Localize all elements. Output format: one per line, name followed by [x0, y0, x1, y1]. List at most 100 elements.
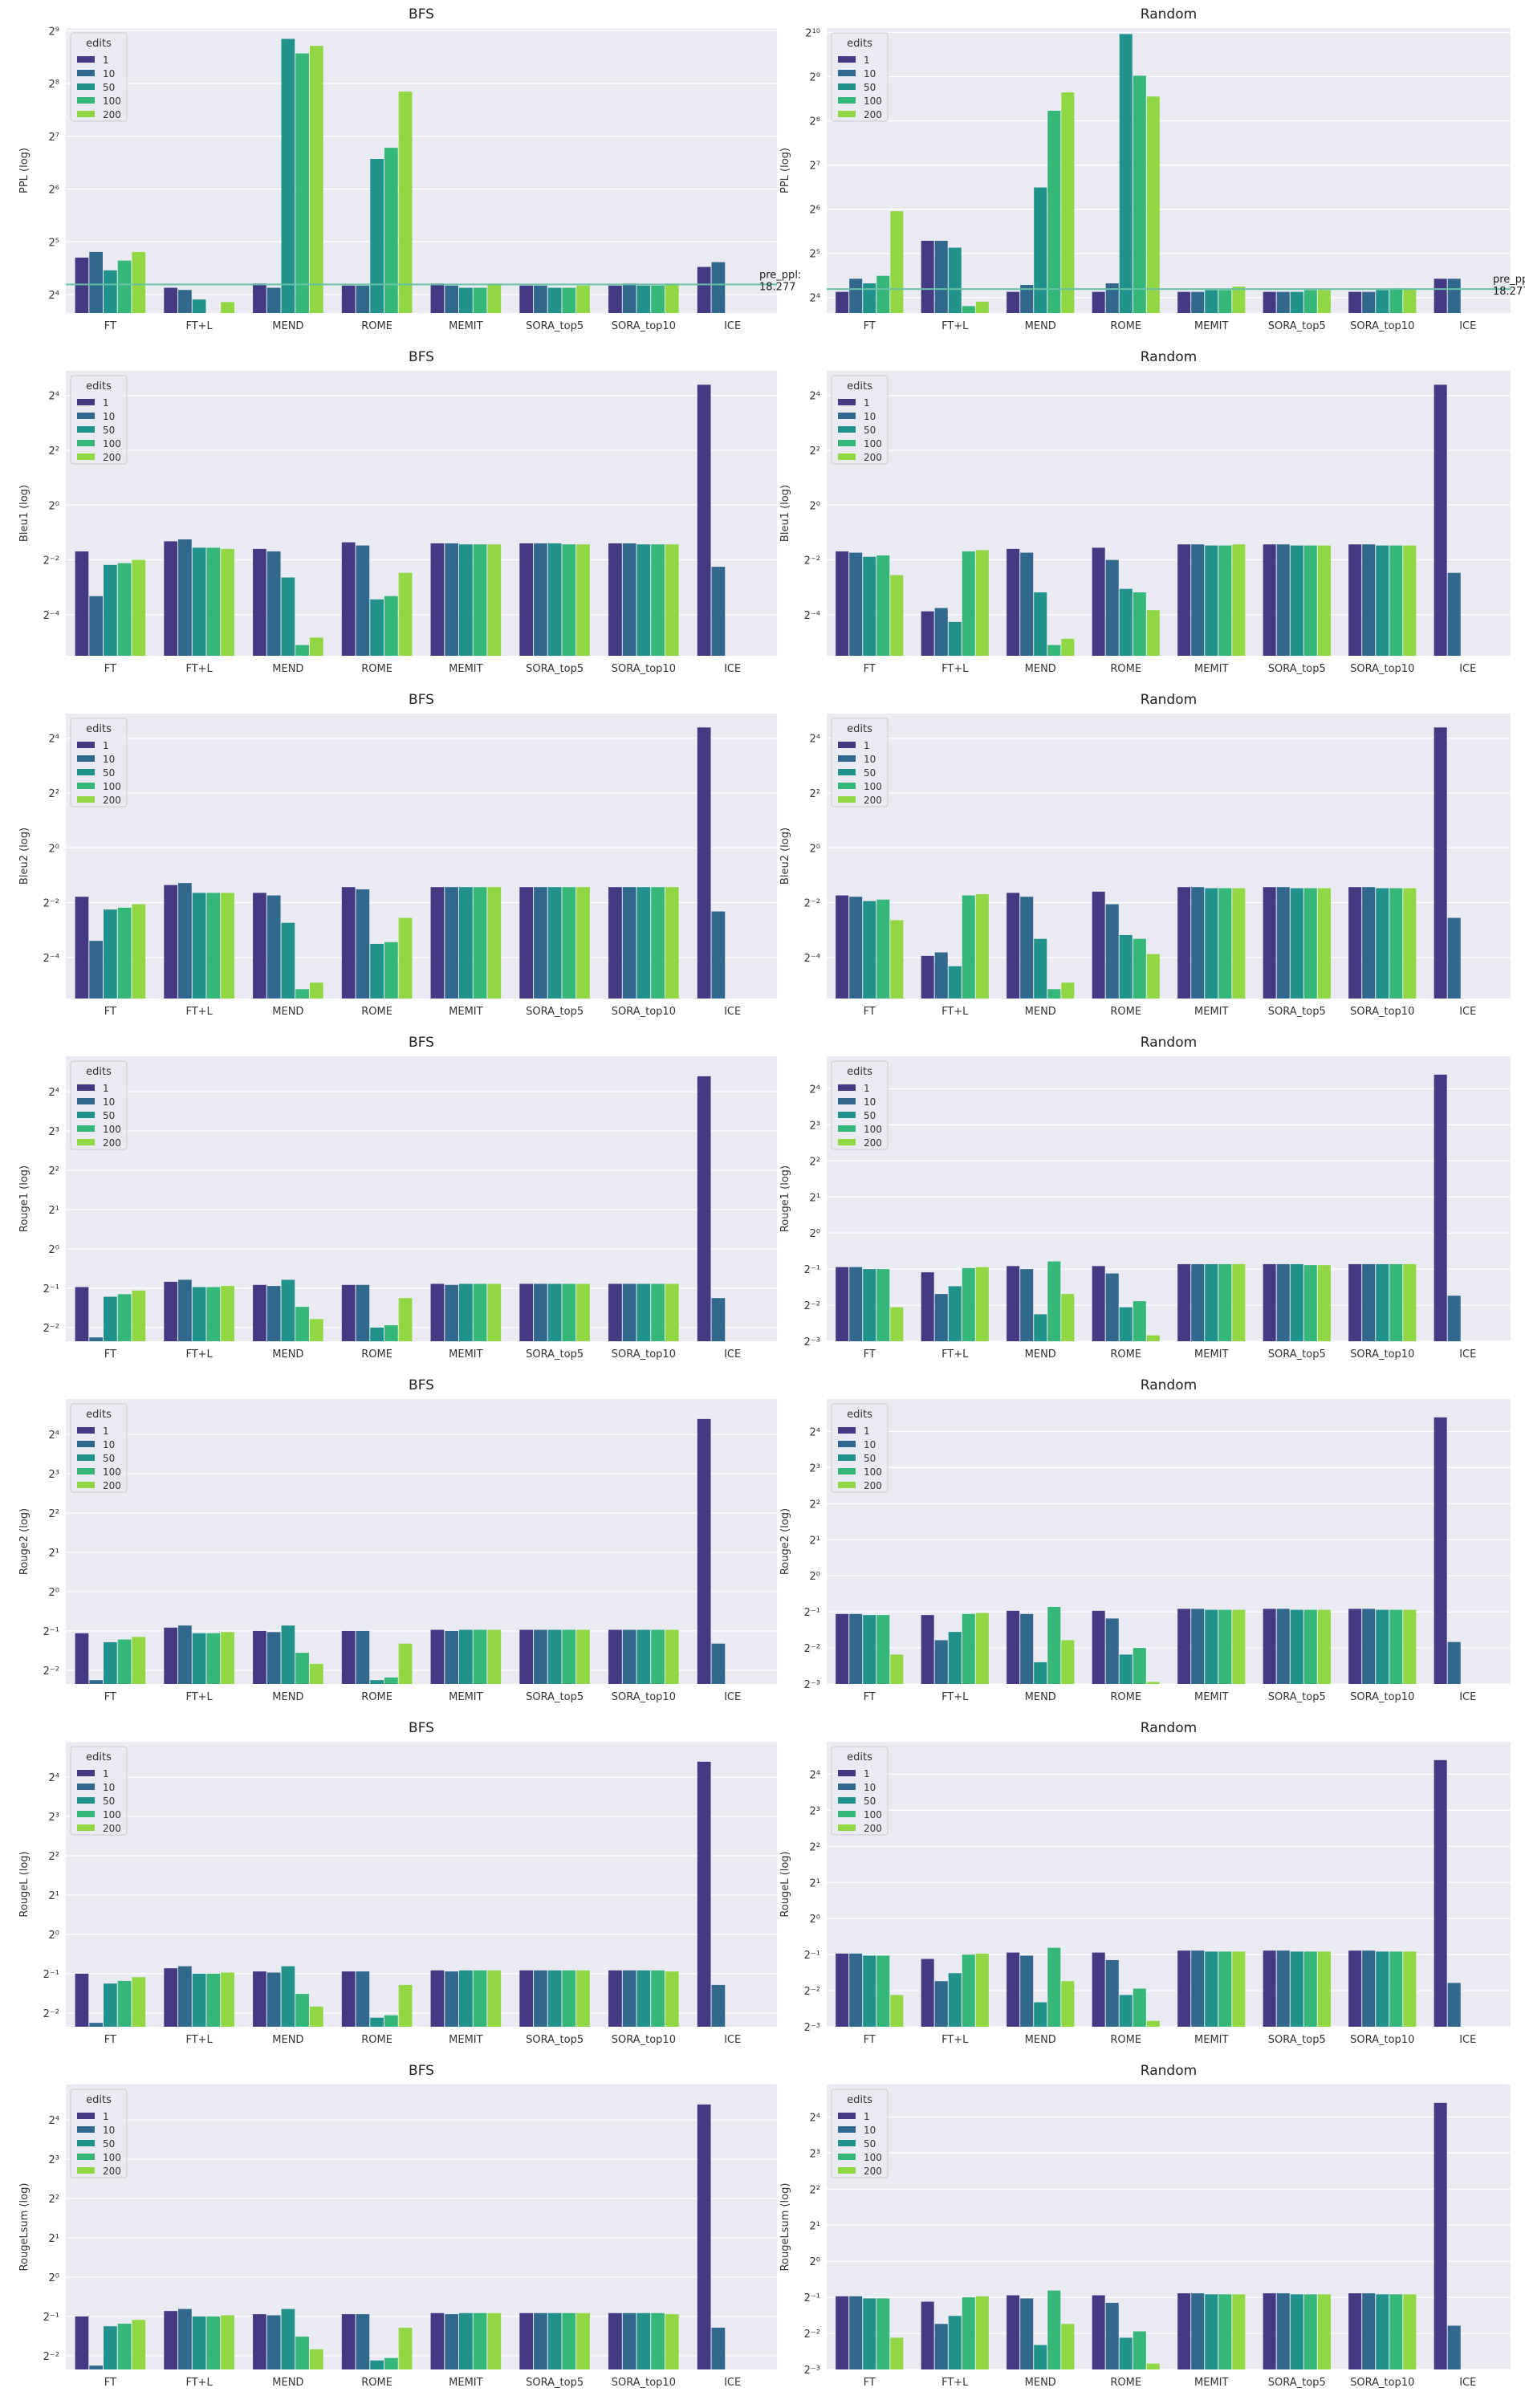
bar-MEND-100: [295, 989, 309, 999]
bar-ROME-10: [1105, 1618, 1119, 1684]
bar-FT-10: [89, 1680, 104, 1684]
bar-SORA_top5-1: [519, 1970, 534, 2027]
x-tick-label: SORA_top5: [1268, 320, 1326, 332]
bar-FT-1: [836, 1613, 849, 1684]
y-tick-label: 2⁰: [810, 2256, 820, 2268]
legend-swatch: [77, 1084, 95, 1091]
bars: [75, 1761, 726, 2027]
bar-MEMIT-100: [1218, 1951, 1232, 2027]
y-tick-label: 2⁻²: [43, 555, 59, 567]
legend-swatch: [838, 1084, 856, 1091]
bars: [75, 384, 726, 656]
bar-MEND-1: [253, 1630, 266, 1684]
bar-FT-100: [876, 1615, 890, 1684]
bar-MEMIT-50: [1205, 1609, 1218, 1684]
legend-swatch: [838, 97, 856, 104]
bar-MEND-10: [266, 287, 281, 313]
bar-ROME-100: [384, 148, 398, 313]
x-tick-label: SORA_top10: [1350, 2377, 1414, 2389]
bar-MEMIT-50: [459, 1629, 473, 1684]
bar-SORA_top10-100: [1389, 545, 1403, 656]
bar-MEMIT-100: [1218, 545, 1232, 656]
bar-ICE-1: [1434, 1759, 1447, 2027]
bar-MEND-1: [1007, 1610, 1020, 1684]
legend-entry: 10: [103, 754, 115, 765]
bar-ICE-1: [1434, 1074, 1447, 1341]
bar-SORA_top10-1: [1348, 1609, 1362, 1684]
bar-MEND-1: [1007, 2295, 1020, 2369]
legend-entry: 50: [103, 1796, 115, 1807]
bar-MEMIT-1: [1177, 544, 1191, 656]
bar-SORA_top10-200: [665, 2314, 679, 2369]
bar-MEMIT-1: [1177, 291, 1191, 313]
bar-ICE-10: [711, 262, 726, 313]
chart-title: BFS: [409, 2063, 434, 2079]
bar-MEND-50: [281, 577, 295, 656]
bar-SORA_top5-1: [1263, 291, 1276, 313]
x-tick-label: ICE: [1459, 1006, 1476, 1018]
bar-ROME-100: [1133, 1988, 1146, 2027]
bar-FT-10: [89, 2023, 104, 2027]
bar-SORA_top10-50: [636, 1629, 651, 1684]
legend-swatch: [838, 1797, 856, 1804]
bar-FT-1: [836, 895, 849, 999]
bar-SORA_top10-10: [622, 1970, 636, 2027]
bar-FT+L-50: [192, 1287, 206, 1341]
bar-ICE-10: [1447, 2325, 1461, 2369]
bar-MEND-100: [295, 1307, 309, 1341]
y-tick-label: 2⁻¹: [43, 2312, 59, 2324]
bar-MEND-200: [309, 46, 323, 313]
bar-FT+L-200: [975, 2296, 989, 2369]
x-tick-label: FT+L: [185, 2377, 213, 2389]
bar-FT-50: [104, 564, 117, 656]
bar-ICE-10: [1447, 1296, 1461, 1341]
legend-title: edits: [847, 723, 872, 735]
bar-FT-100: [876, 899, 890, 999]
bar-SORA_top10-1: [1348, 1950, 1362, 2027]
legend: edits 1 10 50 100 200: [70, 718, 128, 807]
y-tick-label: 2²: [49, 788, 59, 800]
x-tick-label: FT+L: [941, 1006, 969, 1018]
bar-FT+L-1: [921, 611, 934, 656]
x-tick-label: SORA_top10: [612, 663, 676, 675]
x-tick-label: ICE: [724, 2377, 741, 2389]
bar-ROME-100: [1133, 1301, 1146, 1341]
bar-SORA_top10-1: [608, 1283, 622, 1341]
legend-swatch: [77, 2154, 95, 2160]
bar-SORA_top5-200: [576, 1283, 590, 1341]
bar-MEND-100: [295, 53, 309, 313]
bar-MEND-10: [1020, 552, 1034, 656]
x-tick-label: SORA_top10: [612, 1006, 676, 1018]
legend-swatch: [838, 742, 856, 748]
bar-ROME-50: [370, 2360, 384, 2369]
legend-swatch: [838, 1125, 856, 1132]
bar-FT+L-100: [962, 1954, 975, 2027]
legend-title: edits: [847, 2094, 872, 2106]
bar-MEMIT-1: [1177, 1609, 1191, 1684]
bar-ICE-1: [1434, 727, 1447, 999]
legend-swatch: [77, 111, 95, 117]
bar-ROME-200: [1146, 954, 1160, 999]
bar-ICE-1: [1434, 279, 1447, 313]
legend-swatch: [77, 1468, 95, 1474]
y-tick-label: 2⁰: [49, 2272, 59, 2284]
bar-FT-10: [849, 2296, 863, 2369]
y-tick-label: 2⁻⁴: [804, 953, 820, 965]
legend-swatch: [77, 1139, 95, 1145]
chart-7: 2⁻² 2⁻¹ 2⁰ 2¹ 2² 2³ 2⁴ BFS Rouge1 (log) FT FT+L MEN…: [18, 1035, 777, 1361]
bar-SORA_top10-1: [608, 1970, 622, 2027]
legend-swatch: [838, 1112, 856, 1118]
chart-title: BFS: [409, 1035, 434, 1051]
bar-FT+L-10: [934, 1981, 948, 2027]
bar-MEND-10: [1020, 1613, 1034, 1684]
x-tick-label: FT: [864, 2377, 876, 2389]
bars: [75, 727, 726, 999]
legend-entry: 200: [103, 1480, 121, 1491]
bar-ROME-1: [1092, 2295, 1105, 2369]
legend: edits 1 10 50 100 200: [70, 32, 128, 122]
bar-FT-1: [75, 2316, 89, 2369]
chart-title: BFS: [409, 1720, 434, 1736]
bar-ROME-10: [356, 285, 370, 313]
bar-ROME-10: [356, 1630, 370, 1684]
bar-MEMIT-200: [1232, 2294, 1246, 2369]
